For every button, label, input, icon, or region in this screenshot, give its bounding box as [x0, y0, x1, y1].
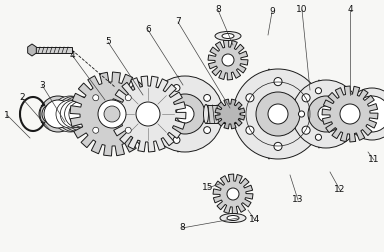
Circle shape: [340, 104, 360, 124]
Circle shape: [65, 97, 99, 131]
Circle shape: [44, 100, 72, 128]
Circle shape: [308, 96, 344, 132]
FancyBboxPatch shape: [206, 105, 238, 123]
Ellipse shape: [316, 80, 322, 148]
Text: 11: 11: [368, 155, 380, 165]
Circle shape: [222, 54, 234, 66]
Circle shape: [40, 96, 76, 132]
Ellipse shape: [220, 213, 246, 223]
Circle shape: [343, 97, 349, 103]
Circle shape: [93, 95, 99, 101]
Text: 4: 4: [69, 50, 75, 59]
Circle shape: [69, 101, 95, 127]
Circle shape: [125, 127, 131, 133]
Circle shape: [176, 105, 194, 123]
Circle shape: [354, 96, 384, 132]
Circle shape: [274, 142, 282, 150]
Circle shape: [165, 94, 205, 134]
Circle shape: [56, 96, 92, 132]
Circle shape: [93, 127, 99, 133]
Polygon shape: [28, 44, 36, 56]
Text: 7: 7: [175, 17, 181, 26]
Circle shape: [227, 188, 239, 200]
Ellipse shape: [175, 76, 181, 152]
Circle shape: [256, 92, 300, 136]
Circle shape: [42, 104, 62, 124]
Text: 6: 6: [145, 25, 151, 35]
Polygon shape: [213, 174, 253, 214]
Text: 5: 5: [105, 38, 111, 47]
Polygon shape: [322, 86, 378, 142]
Ellipse shape: [235, 105, 240, 123]
Text: 10: 10: [296, 6, 308, 15]
Circle shape: [173, 137, 180, 143]
Polygon shape: [110, 76, 186, 152]
Circle shape: [61, 97, 95, 131]
Circle shape: [125, 95, 131, 101]
Circle shape: [65, 101, 91, 128]
Circle shape: [154, 111, 161, 117]
Polygon shape: [215, 99, 245, 129]
Text: 14: 14: [249, 215, 261, 225]
Circle shape: [246, 126, 254, 134]
Circle shape: [343, 125, 349, 132]
Ellipse shape: [265, 69, 273, 159]
Circle shape: [246, 94, 254, 102]
Ellipse shape: [222, 34, 234, 39]
FancyBboxPatch shape: [32, 47, 72, 53]
Text: 1: 1: [4, 110, 10, 119]
Circle shape: [315, 134, 321, 140]
Circle shape: [233, 69, 323, 159]
Circle shape: [302, 94, 310, 102]
Text: 12: 12: [334, 185, 346, 195]
Text: 13: 13: [292, 196, 304, 205]
Ellipse shape: [215, 32, 241, 41]
Circle shape: [39, 101, 65, 127]
Circle shape: [268, 104, 288, 124]
Text: 4: 4: [347, 6, 353, 15]
Circle shape: [302, 126, 310, 134]
Circle shape: [98, 100, 126, 128]
Circle shape: [274, 78, 282, 86]
Text: 8: 8: [179, 224, 185, 233]
Text: 9: 9: [269, 8, 275, 16]
Circle shape: [173, 85, 180, 91]
Text: 3: 3: [39, 80, 45, 89]
Circle shape: [292, 80, 360, 148]
Circle shape: [136, 102, 160, 126]
Ellipse shape: [227, 215, 239, 220]
Text: 2: 2: [19, 93, 25, 103]
Circle shape: [298, 111, 305, 117]
Circle shape: [346, 88, 384, 140]
Circle shape: [104, 106, 120, 122]
Circle shape: [147, 76, 223, 152]
Circle shape: [52, 96, 88, 132]
Circle shape: [204, 94, 210, 101]
Circle shape: [204, 127, 210, 134]
Text: 8: 8: [215, 6, 221, 15]
Polygon shape: [208, 40, 248, 80]
Text: 15: 15: [202, 183, 214, 193]
Circle shape: [60, 100, 88, 128]
Circle shape: [56, 100, 84, 128]
Ellipse shape: [204, 105, 209, 123]
Circle shape: [318, 106, 334, 122]
Circle shape: [315, 88, 321, 94]
Polygon shape: [70, 72, 154, 156]
